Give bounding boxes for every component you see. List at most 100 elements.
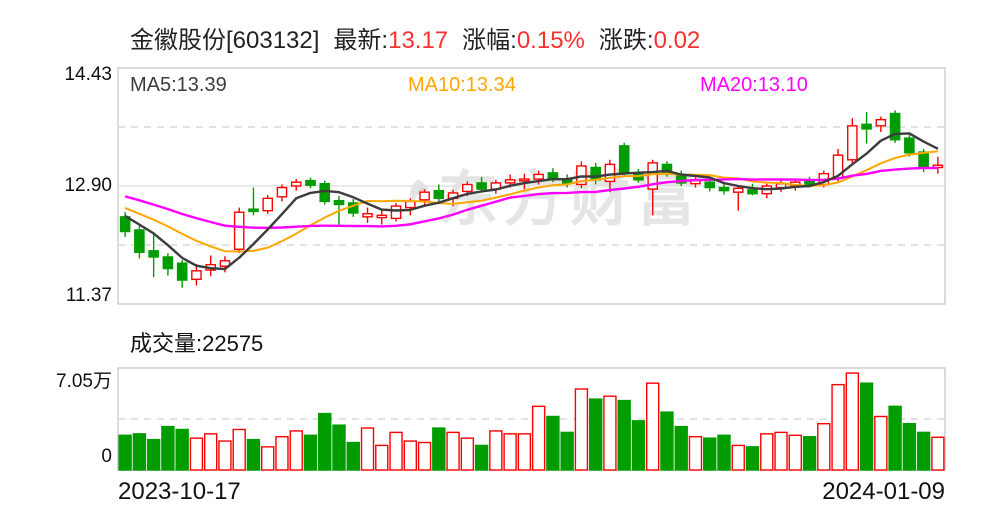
volume-bar[interactable] [745, 446, 760, 471]
volume-bar[interactable] [189, 437, 204, 471]
volume-bar[interactable] [546, 415, 560, 471]
candle-body[interactable] [376, 214, 388, 219]
candle-body[interactable] [390, 205, 402, 220]
volume-bar[interactable] [403, 440, 418, 471]
volume-bar[interactable] [574, 388, 589, 471]
candle-body[interactable] [433, 189, 445, 200]
volume-bar[interactable] [232, 428, 246, 471]
volume-bar[interactable] [931, 436, 945, 471]
volume-bar[interactable] [531, 405, 546, 471]
candle-body[interactable] [504, 179, 516, 184]
candle-body[interactable] [248, 208, 259, 213]
volume-bar[interactable] [146, 438, 161, 471]
volume-bar[interactable] [203, 433, 218, 471]
price-axis-min: 11.37 [65, 285, 112, 306]
candle-body[interactable] [847, 125, 858, 161]
volume-bar[interactable] [389, 431, 403, 471]
candle-body[interactable] [732, 187, 744, 193]
candle-body[interactable] [747, 189, 758, 195]
volume-bar[interactable] [118, 434, 132, 471]
candle-body[interactable] [419, 191, 430, 201]
volume-bar[interactable] [474, 444, 489, 471]
volume-bar[interactable] [674, 425, 688, 471]
volume-bar[interactable] [489, 430, 503, 471]
candle-body[interactable] [618, 145, 630, 175]
volume-bar[interactable] [845, 372, 860, 471]
volume-bar[interactable] [660, 411, 674, 471]
candle-body[interactable] [647, 162, 658, 190]
candle-body[interactable] [718, 186, 730, 192]
candle-body[interactable] [590, 166, 601, 181]
candle-body[interactable] [305, 179, 316, 186]
volume-bar[interactable] [760, 433, 774, 471]
volume-bar[interactable] [503, 433, 517, 471]
volume-bar[interactable] [774, 431, 788, 471]
candle-body[interactable] [604, 163, 616, 183]
volume-bar[interactable] [631, 420, 646, 471]
candle-body[interactable] [704, 181, 716, 189]
volume-bar[interactable] [560, 431, 574, 471]
volume-bar[interactable] [218, 440, 232, 471]
candle-body[interactable] [875, 118, 887, 127]
volume-bar[interactable] [588, 398, 603, 471]
volume-bar[interactable] [175, 428, 189, 471]
candle-body[interactable] [519, 178, 530, 182]
volume-bar[interactable] [332, 424, 346, 471]
volume-bar[interactable] [318, 412, 332, 471]
candle-body[interactable] [148, 250, 159, 258]
candle-body[interactable] [290, 181, 302, 187]
latest-label: 最新: [333, 27, 389, 54]
volume-bar[interactable] [360, 427, 375, 471]
volume-bar[interactable] [617, 399, 631, 471]
volume-bar[interactable] [817, 423, 831, 471]
volume-bar[interactable] [161, 425, 175, 471]
volume-bar[interactable] [888, 405, 902, 471]
volume-bar[interactable] [261, 446, 275, 471]
candle-body[interactable] [904, 137, 915, 154]
volume-bar[interactable] [289, 430, 303, 471]
volume-bar[interactable] [859, 382, 874, 471]
candle-body[interactable] [233, 211, 245, 250]
volume-bar[interactable] [645, 382, 660, 471]
volume-bar[interactable] [517, 433, 532, 471]
candle-body[interactable] [462, 183, 473, 193]
volume-bar[interactable] [802, 436, 817, 471]
volume-bar[interactable] [831, 383, 845, 471]
candle-body[interactable] [262, 197, 274, 212]
volume-bar[interactable] [432, 427, 446, 471]
volume-bar[interactable] [916, 431, 931, 471]
candle-body[interactable] [162, 256, 174, 270]
volume-bar[interactable] [375, 444, 389, 471]
candle-body[interactable] [134, 229, 145, 254]
volume-bar[interactable] [246, 438, 261, 471]
candle-body[interactable] [191, 270, 202, 281]
volume-bar[interactable] [688, 436, 703, 471]
candle-body[interactable] [276, 186, 288, 198]
volume-bar[interactable] [460, 437, 475, 471]
volume-bar[interactable] [717, 434, 731, 471]
volume-bar[interactable] [902, 423, 917, 471]
volume-bar[interactable] [874, 415, 888, 471]
volume-bar[interactable] [603, 395, 617, 471]
volume-bar[interactable] [731, 444, 745, 471]
volume-bar[interactable] [346, 441, 360, 471]
price-axis-max: 14.43 [64, 64, 112, 85]
candle-body[interactable] [362, 213, 373, 218]
candle-body[interactable] [405, 200, 416, 209]
volume-bar[interactable] [417, 441, 432, 471]
volume-bar[interactable] [703, 437, 717, 471]
candle-body[interactable] [333, 199, 345, 206]
volume-bar[interactable] [446, 431, 460, 471]
volume-bar[interactable] [788, 434, 802, 471]
ma20-line [124, 166, 938, 230]
candle-body[interactable] [176, 262, 188, 281]
candle-body[interactable] [889, 112, 901, 141]
candle-body[interactable] [861, 123, 872, 130]
candle-body[interactable] [533, 173, 544, 180]
candle-body[interactable] [219, 260, 231, 267]
volume-bar[interactable] [275, 436, 289, 471]
volume-bar[interactable] [132, 433, 147, 471]
volume-bar[interactable] [303, 434, 318, 471]
candle-body[interactable] [476, 182, 487, 190]
